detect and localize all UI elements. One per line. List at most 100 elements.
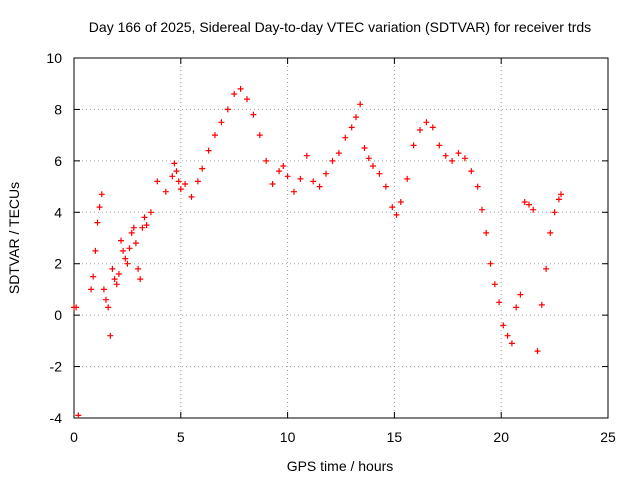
data-point [94, 219, 101, 226]
data-point [442, 152, 449, 159]
data-point [90, 273, 97, 280]
data-point [218, 119, 225, 126]
data-point [487, 260, 494, 267]
data-point [199, 165, 206, 172]
x-tick-label: 5 [177, 429, 185, 445]
data-point [124, 260, 131, 267]
data-point [558, 191, 564, 198]
data-point [555, 196, 562, 203]
data-point [205, 147, 212, 154]
data-point [429, 124, 436, 131]
y-tick-label: 8 [54, 101, 62, 117]
data-point [483, 229, 490, 236]
data-point [303, 152, 310, 159]
data-point [335, 150, 342, 157]
data-point [137, 276, 144, 283]
data-point [474, 183, 481, 190]
data-point [105, 304, 112, 311]
x-tick-label: 15 [387, 429, 403, 445]
data-point [504, 332, 511, 339]
data-point [297, 175, 304, 182]
data-point [231, 91, 238, 97]
data-point [256, 132, 263, 139]
grid [74, 58, 608, 418]
data-point [353, 114, 359, 121]
data-point [98, 191, 105, 198]
x-axis-label: GPS time / hours [287, 458, 394, 474]
data-point [269, 181, 276, 187]
data-point [128, 229, 135, 236]
chart-title: Day 166 of 2025, Sidereal Day-to-day VTE… [89, 19, 591, 35]
data-point [404, 175, 411, 182]
data-point [244, 96, 250, 103]
data-point [130, 224, 137, 231]
data-points [71, 85, 564, 419]
data-point [276, 168, 283, 175]
data-point [534, 348, 541, 355]
data-point [500, 322, 507, 329]
data-point [177, 186, 184, 193]
data-point [100, 286, 107, 293]
y-axis-label: SDTVAR / TECUs [6, 182, 22, 294]
data-point [491, 281, 498, 288]
data-point [141, 214, 148, 221]
data-point [361, 145, 368, 151]
data-point [329, 157, 336, 164]
data-point [75, 412, 82, 419]
data-point [194, 178, 201, 185]
data-point [188, 193, 195, 200]
data-point [310, 178, 317, 185]
data-point [250, 111, 257, 118]
data-point [169, 173, 176, 180]
data-point [118, 237, 124, 244]
data-point [171, 160, 178, 167]
data-point [122, 255, 129, 262]
y-tick-label: 0 [54, 307, 62, 323]
data-point [139, 224, 146, 231]
axis-ticks: 0 5 10 15 20 25 -4 -2 0 2 4 6 8 10 [46, 50, 616, 445]
data-point [365, 155, 372, 162]
data-point [263, 157, 270, 164]
y-tick-label: 2 [54, 256, 62, 272]
data-point [393, 211, 400, 218]
data-point [212, 132, 218, 139]
data-point [111, 276, 118, 283]
data-point [551, 209, 558, 216]
data-point [280, 163, 287, 169]
data-point [224, 106, 231, 113]
data-point [461, 155, 468, 162]
data-point [113, 281, 120, 288]
data-point [173, 168, 180, 175]
x-tick-label: 20 [493, 429, 509, 445]
data-point [323, 170, 329, 177]
data-point [237, 85, 244, 92]
data-point [162, 188, 169, 195]
data-point [530, 206, 537, 213]
data-point [382, 183, 389, 190]
data-point [96, 204, 103, 211]
data-point [397, 199, 404, 205]
data-point [115, 271, 122, 277]
data-point [468, 168, 475, 175]
data-point [291, 188, 297, 195]
y-tick-label: 10 [46, 50, 62, 66]
data-point [348, 124, 355, 131]
data-point [342, 134, 349, 141]
data-point [449, 157, 456, 164]
x-tick-label: 0 [70, 429, 78, 445]
data-point [496, 299, 503, 306]
data-point [316, 183, 323, 190]
data-point [513, 304, 520, 311]
data-point [357, 101, 364, 108]
y-tick-label: 6 [54, 153, 62, 169]
y-tick-label: -2 [50, 359, 63, 375]
data-point [508, 340, 515, 347]
data-point [120, 247, 127, 254]
data-point [92, 247, 99, 254]
data-point [88, 286, 95, 293]
data-point [517, 291, 524, 298]
data-point [109, 265, 116, 272]
y-tick-label: 4 [54, 204, 62, 220]
data-point [521, 199, 528, 205]
